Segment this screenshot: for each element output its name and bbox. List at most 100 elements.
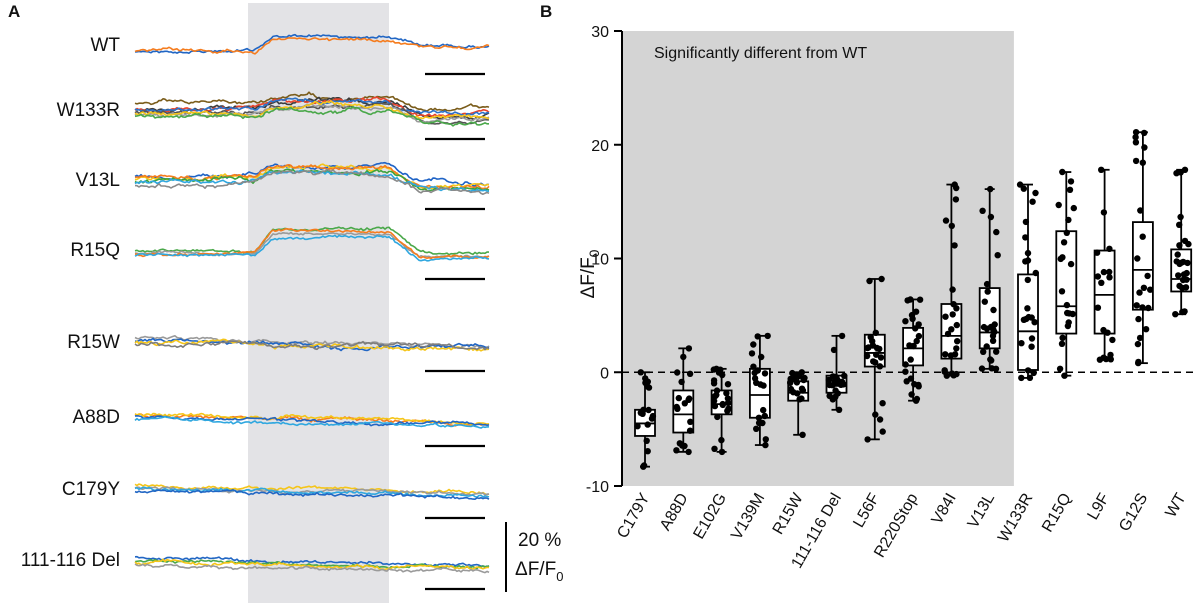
- data-point-1-4: [687, 418, 694, 425]
- data-point-4-0: [799, 431, 806, 438]
- data-point-1-13: [679, 442, 686, 449]
- data-point-6-12: [879, 428, 886, 435]
- data-point-9-24: [987, 213, 995, 221]
- category-label-2: E102G: [690, 491, 730, 543]
- data-point-14-24: [1179, 308, 1186, 316]
- data-point-13-15: [1134, 255, 1141, 262]
- data-point-13-3: [1137, 207, 1144, 214]
- data-point-4-15: [793, 371, 800, 378]
- data-point-8-9: [953, 321, 960, 329]
- data-point-10-2: [1026, 374, 1034, 381]
- data-point-13-10: [1145, 304, 1152, 312]
- data-point-7-17: [909, 315, 916, 322]
- data-point-10-22: [1025, 313, 1032, 321]
- data-point-10-19: [1020, 185, 1027, 192]
- data-point-7-20: [913, 337, 920, 345]
- data-point-10-20: [1024, 367, 1032, 374]
- data-point-10-18: [1032, 269, 1040, 277]
- data-point-3-19: [758, 353, 765, 361]
- data-point-3-6: [762, 436, 769, 443]
- data-point-8-18: [952, 196, 960, 203]
- data-point-14-0: [1172, 311, 1179, 318]
- data-point-7-7: [904, 297, 911, 304]
- data-point-9-17: [983, 343, 990, 350]
- data-point-9-20: [979, 207, 986, 214]
- data-point-5-1: [838, 332, 846, 340]
- data-point-10-1: [1016, 181, 1024, 188]
- data-point-12-10: [1109, 336, 1116, 344]
- data-point-13-20: [1136, 334, 1144, 342]
- data-point-12-1: [1098, 166, 1105, 173]
- data-point-12-8: [1094, 304, 1102, 311]
- trace-line-6-3: [134, 489, 490, 500]
- data-point-0-16: [634, 423, 641, 430]
- category-label-0: C179Y: [614, 490, 653, 541]
- data-point-8-23: [953, 305, 960, 312]
- category-label-14: WT: [1163, 490, 1190, 520]
- data-point-13-22: [1147, 286, 1154, 293]
- data-point-1-15: [673, 403, 680, 411]
- data-point-0-11: [642, 375, 649, 382]
- data-point-14-17: [1176, 242, 1183, 249]
- data-point-11-19: [1065, 216, 1072, 224]
- category-label-9: V13L: [965, 490, 998, 531]
- data-point-13-4: [1141, 144, 1148, 151]
- panel-b-boxplot: Significantly different from WT -1001020…: [578, 24, 1195, 571]
- category-label-6: L56F: [850, 490, 883, 530]
- data-point-9-23: [983, 280, 991, 288]
- data-point-3-4: [750, 341, 757, 348]
- data-point-9-22: [989, 337, 997, 344]
- trace-label-2: V13L: [76, 170, 120, 191]
- trace-line-7-3: [134, 563, 490, 574]
- data-point-0-4: [644, 421, 651, 428]
- data-point-3-1: [764, 332, 771, 340]
- panel-b-letter: B: [540, 2, 552, 21]
- scale-bar-value: 20 %: [518, 530, 561, 551]
- data-point-13-1: [1132, 129, 1140, 136]
- data-point-6-15: [872, 359, 879, 366]
- data-point-3-16: [760, 406, 767, 414]
- data-point-12-3: [1107, 356, 1115, 363]
- data-point-8-20: [944, 330, 952, 338]
- data-point-1-0: [685, 448, 692, 456]
- data-point-7-9: [902, 318, 909, 325]
- data-point-12-16: [1100, 268, 1108, 276]
- data-point-11-4: [1070, 204, 1078, 212]
- data-point-11-17: [1066, 310, 1073, 317]
- data-point-8-10: [953, 184, 960, 192]
- data-point-9-3: [988, 365, 995, 372]
- data-point-6-1: [878, 275, 885, 283]
- trace-line-1-6: [134, 100, 490, 120]
- data-point-9-14: [990, 306, 997, 314]
- data-point-1-6: [674, 369, 681, 376]
- data-point-4-16: [790, 389, 797, 396]
- data-point-2-15: [724, 381, 732, 388]
- data-point-10-15: [1029, 198, 1036, 205]
- data-point-8-2: [942, 351, 949, 358]
- data-point-5-23: [838, 378, 846, 385]
- data-point-12-5: [1093, 249, 1101, 256]
- data-point-10-5: [1032, 189, 1039, 197]
- trace-line-5-3: [134, 415, 490, 429]
- y-tick-label-4: 30: [591, 24, 609, 41]
- data-point-13-21: [1132, 139, 1140, 146]
- data-point-9-21: [993, 348, 1000, 355]
- data-point-3-7: [755, 414, 763, 421]
- trace-line-4-0: [134, 335, 490, 349]
- data-point-14-20: [1183, 269, 1190, 277]
- data-point-2-11: [719, 371, 726, 379]
- data-point-9-15: [987, 323, 995, 331]
- data-point-1-10: [686, 370, 694, 377]
- y-axis-label-main: ΔF/F: [578, 257, 599, 298]
- data-point-7-14: [908, 391, 915, 398]
- data-point-14-19: [1173, 258, 1180, 265]
- trace-labels: WT W133R V13L R15Q R15W A88D C179Y 111-116 Del: [21, 35, 121, 571]
- data-point-2-7: [711, 445, 718, 452]
- data-point-12-4: [1106, 268, 1113, 276]
- trace-label-3: R15Q: [70, 240, 120, 261]
- data-point-11-15: [1063, 229, 1071, 236]
- data-point-0-3: [645, 406, 652, 414]
- data-point-10-21: [1028, 335, 1036, 342]
- data-point-3-12: [761, 412, 768, 420]
